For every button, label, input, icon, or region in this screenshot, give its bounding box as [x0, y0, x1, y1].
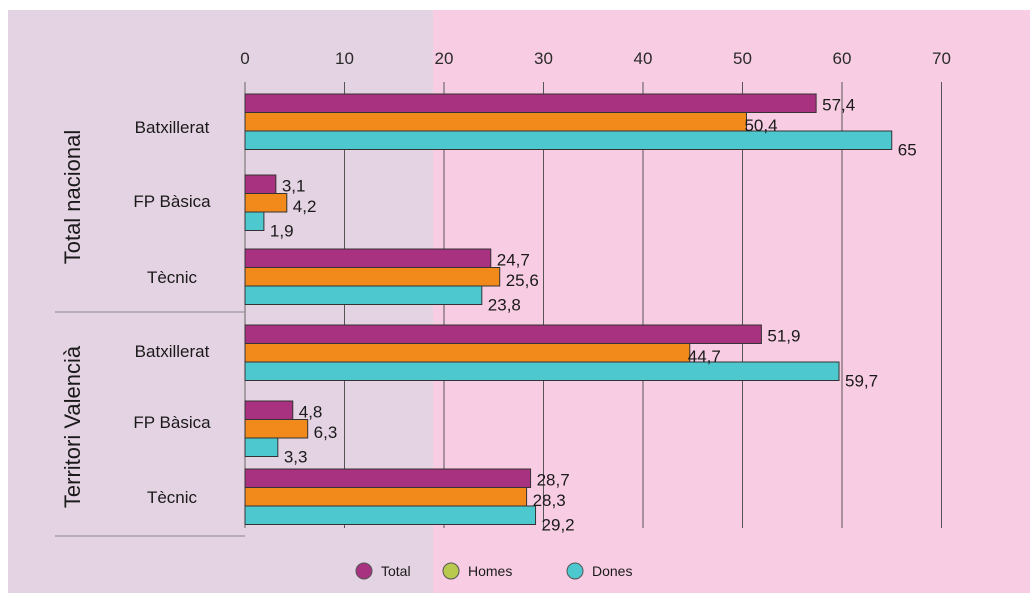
bar-dones — [244, 211, 265, 231]
bars — [244, 93, 893, 525]
data-label: 59,7 — [845, 372, 878, 391]
legend-swatch-total — [355, 562, 373, 580]
bar-homes — [244, 267, 501, 287]
bar-dones — [244, 361, 840, 381]
bar-dones — [244, 285, 483, 305]
data-label: 24,7 — [497, 251, 530, 270]
data-labels: 57,4 3,1 24,7 51,9 4,8 28,7 50,4 4,2 25,6 44,7 6,3… — [270, 96, 917, 535]
group-label: Territori Valencià — [60, 345, 85, 508]
legend: Total Homes Dones — [355, 562, 632, 580]
legend-label: Homes — [468, 563, 512, 579]
bar-homes — [244, 343, 691, 363]
x-tick-label: 40 — [634, 49, 653, 68]
bar-dones — [244, 505, 537, 525]
legend-swatch-dones — [566, 562, 584, 580]
category-label: Tècnic — [147, 488, 198, 507]
x-tick-label: 70 — [932, 49, 951, 68]
data-label: 28,7 — [537, 471, 570, 490]
bar-homes — [244, 193, 288, 213]
data-label: 6,3 — [314, 423, 338, 442]
bar-total — [244, 324, 762, 344]
data-label: 50,4 — [744, 116, 777, 135]
group-label: Total nacional — [60, 130, 85, 265]
bar-homes — [244, 419, 309, 439]
data-label: 4,8 — [299, 403, 323, 422]
data-label: 3,1 — [282, 177, 306, 196]
data-label: 3,3 — [284, 448, 308, 467]
bar-total — [244, 174, 277, 194]
data-label: 23,8 — [488, 296, 521, 315]
data-label: 28,3 — [533, 491, 566, 510]
x-tick-label: 0 — [240, 49, 249, 68]
x-axis-ticks: 0 10 20 30 40 50 60 70 — [240, 49, 951, 68]
category-label: FP Bàsica — [133, 413, 211, 432]
category-label: Batxillerat — [135, 342, 210, 361]
legend-label: Total — [381, 563, 411, 579]
category-label: Tècnic — [147, 268, 198, 287]
category-label: FP Bàsica — [133, 192, 211, 211]
x-tick-label: 60 — [833, 49, 852, 68]
data-label: 4,2 — [293, 197, 317, 216]
data-label: 51,9 — [767, 327, 800, 346]
bar-dones — [244, 130, 893, 150]
x-tick-label: 50 — [733, 49, 752, 68]
data-label: 57,4 — [822, 96, 855, 115]
data-label: 25,6 — [506, 271, 539, 290]
bar-homes — [244, 487, 528, 507]
data-label: 44,7 — [688, 347, 721, 366]
legend-swatch-homes — [442, 562, 460, 580]
bar-total — [244, 468, 532, 488]
x-tick-label: 30 — [534, 49, 553, 68]
category-label: Batxillerat — [135, 118, 210, 137]
data-label: 65 — [898, 141, 917, 160]
data-label: 29,2 — [542, 516, 575, 535]
x-tick-label: 10 — [335, 49, 354, 68]
category-labels: Batxillerat FP Bàsica Tècnic Batxillerat FP … — [60, 118, 211, 508]
x-tick-label: 20 — [435, 49, 454, 68]
bar-dones — [244, 437, 279, 457]
bar-homes — [244, 112, 747, 132]
bar-total — [244, 248, 492, 268]
bar-total — [244, 93, 817, 113]
bar-total — [244, 400, 294, 420]
legend-label: Dones — [592, 563, 632, 579]
data-label: 1,9 — [270, 222, 294, 241]
